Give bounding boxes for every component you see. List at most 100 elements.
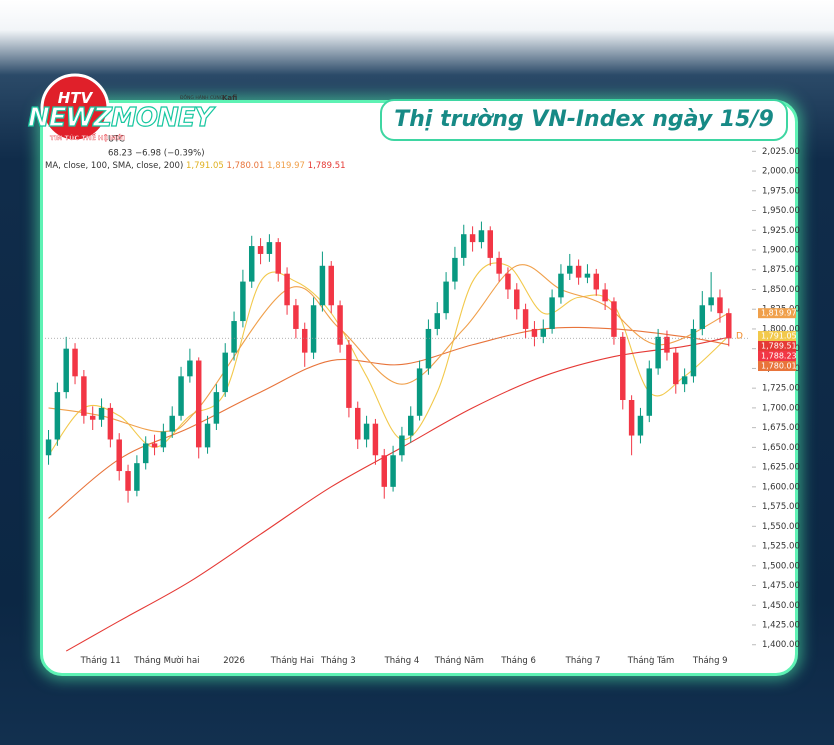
- y-tick-label: 1,800.00: [762, 324, 800, 334]
- y-tick-label: 1,925.00: [762, 226, 800, 236]
- candle-body: [355, 407, 361, 440]
- x-tick-label: Tháng 4: [384, 656, 420, 666]
- candle-body: [443, 281, 449, 314]
- candle-body: [655, 336, 661, 369]
- moving-average: [65, 336, 729, 652]
- candle-body: [54, 392, 61, 440]
- y-tick-label: 1,650.00: [762, 443, 800, 453]
- candle-body: [319, 265, 326, 306]
- y-tick-label: 1,725.00: [762, 384, 800, 394]
- price-box-label: 1,788.23: [761, 352, 797, 361]
- candle-body: [558, 273, 564, 298]
- candle-body: [628, 400, 635, 436]
- y-tick-label: 1,950.00: [762, 206, 800, 216]
- candle-body: [522, 309, 529, 329]
- candle-body: [169, 415, 175, 432]
- candle-body: [531, 328, 538, 337]
- candle-body: [540, 328, 547, 337]
- x-tick-label: Tháng 9: [692, 656, 728, 666]
- candle-body: [434, 313, 440, 329]
- candle-body: [390, 455, 396, 487]
- candle-body: [505, 273, 511, 290]
- candle-body: [63, 348, 69, 393]
- candle-body: [45, 439, 52, 456]
- candle-body: [416, 368, 423, 416]
- candle-body: [549, 297, 555, 329]
- legend-value: 1,791.05: [186, 161, 224, 171]
- candle-body: [328, 265, 334, 306]
- candle-body: [690, 328, 697, 377]
- x-tick-label: Tháng Tám: [627, 656, 675, 666]
- candle-body: [187, 360, 193, 377]
- price-box-label: 1,819.97: [761, 309, 797, 318]
- candle-body: [425, 328, 432, 369]
- candle-body: [673, 352, 679, 385]
- legend-price: 68.23 −6.98 (−0.39%): [108, 149, 205, 159]
- candle-body: [222, 352, 228, 393]
- candle-body: [620, 336, 626, 400]
- x-tick-label: Tháng 11: [80, 656, 121, 666]
- candle-body: [372, 423, 379, 456]
- candle-body: [575, 265, 582, 278]
- candle-body: [89, 415, 96, 420]
- logo-badge-text: HTV: [58, 89, 94, 107]
- candle-body: [72, 348, 78, 377]
- candle-body: [107, 407, 114, 440]
- candle-body: [284, 273, 290, 306]
- candle-body: [204, 423, 211, 448]
- moving-average: [48, 262, 730, 456]
- candle-body: [310, 305, 317, 353]
- candle-body: [248, 246, 255, 282]
- x-tick-label: Tháng Hai: [270, 656, 314, 666]
- legend-value: 1,780.01: [227, 161, 265, 171]
- candle-body: [593, 273, 600, 290]
- y-tick-label: 1,400.00: [762, 640, 800, 650]
- x-tick-label: Tháng Mười hai: [133, 655, 199, 666]
- y-tick-label: 1,450.00: [762, 601, 800, 611]
- x-tick-label: 2026: [223, 656, 245, 666]
- candle-body: [487, 230, 494, 258]
- candle-body: [602, 289, 608, 302]
- candle-body: [301, 328, 308, 353]
- y-tick-label: 1,625.00: [762, 463, 800, 473]
- moving-average: [48, 264, 730, 433]
- candle-body: [337, 305, 343, 345]
- logo-tagline: TIN TỨC THẾ HỆ MỚI: [50, 132, 125, 142]
- candle-body: [664, 336, 670, 353]
- x-tick-label: Tháng 3: [320, 656, 356, 666]
- y-tick-label: 2,000.00: [762, 167, 800, 177]
- y-tick-label: 1,550.00: [762, 522, 800, 532]
- y-tick-label: 1,475.00: [762, 581, 800, 591]
- x-tick-label: Tháng 7: [565, 656, 601, 666]
- candle-body: [478, 230, 485, 243]
- candle-body: [178, 376, 184, 416]
- y-tick-label: 1,850.00: [762, 285, 800, 295]
- candle-body: [381, 455, 387, 487]
- y-tick-label: 1,700.00: [762, 403, 800, 413]
- y-tick-label: 1,875.00: [762, 265, 800, 275]
- price-box-label: 1,789.51: [761, 342, 797, 351]
- candle-body: [266, 242, 273, 254]
- candle-body: [637, 415, 644, 436]
- candle-body: [363, 423, 370, 440]
- candle-body: [567, 265, 573, 274]
- legend-value: 1,819.97: [267, 161, 305, 171]
- candle-body: [125, 471, 131, 491]
- price-box: [758, 331, 796, 342]
- candle-body: [584, 273, 591, 278]
- price-box: [758, 361, 796, 372]
- timezone: UTC: [108, 135, 125, 145]
- headline: Thị trường VN-Index ngày 15/9: [380, 99, 788, 141]
- y-tick-label: 1,525.00: [762, 542, 800, 552]
- candle-body: [399, 435, 405, 456]
- candle-body: [717, 297, 723, 314]
- y-tick-label: 1,500.00: [762, 561, 800, 571]
- candle-body: [151, 443, 158, 448]
- candle-body: [257, 246, 264, 254]
- price-box: [758, 308, 796, 319]
- partner-note: ĐỒNG HÀNH CÙNG: [180, 92, 224, 101]
- candle-body: [699, 305, 706, 329]
- candle-body: [275, 242, 281, 274]
